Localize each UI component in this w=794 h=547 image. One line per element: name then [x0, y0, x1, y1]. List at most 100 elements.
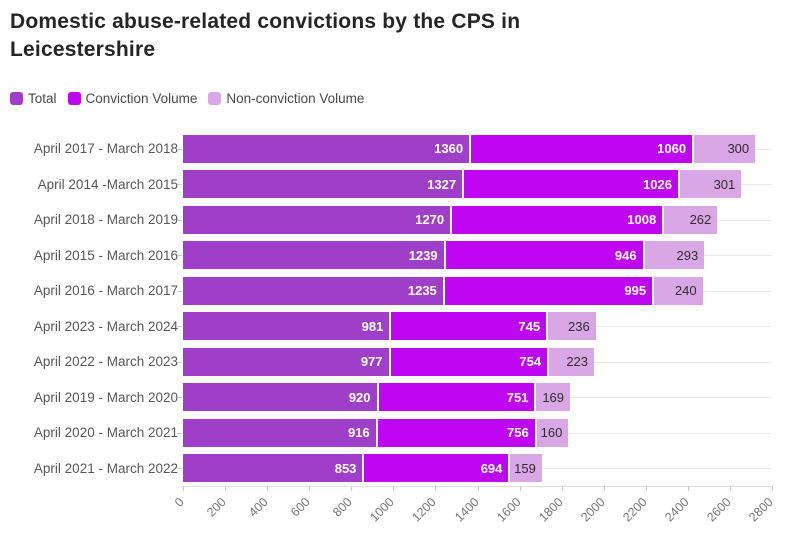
stacked-bar: 853 694 159 — [183, 454, 542, 482]
category-label: April 2018 - March 2019 — [33, 212, 178, 227]
x-axis-tick — [435, 486, 437, 491]
bar-segment: 1026 — [462, 170, 678, 198]
x-axis-tick — [267, 486, 269, 491]
value-label: 169 — [542, 389, 565, 405]
bar-segment: 694 — [362, 454, 509, 482]
bar-row: 1239 946 293 — [177, 238, 772, 274]
value-label: 262 — [689, 212, 712, 227]
category-tick — [177, 397, 182, 399]
category-axis: April 2017 - March 2018 April 2014 -March… — [0, 131, 178, 486]
plot-area: 1360 1060 300 1327 1026 301 1270 1008 262 1239 946… — [172, 131, 776, 524]
bar-row: 1327 1026 301 — [177, 167, 772, 203]
value-label: 1008 — [627, 212, 657, 227]
value-label: 1239 — [408, 247, 438, 263]
stacked-bar: 1235 995 240 — [183, 276, 703, 305]
bar-row: 981 745 236 — [177, 309, 772, 345]
bar-segment: 160 — [534, 418, 569, 447]
bar-segment: 159 — [508, 454, 542, 482]
x-axis-tick — [729, 486, 731, 491]
legend-swatch-icon — [208, 92, 222, 105]
value-label: 223 — [566, 354, 589, 369]
bar-segment: 223 — [547, 347, 595, 376]
legend-item-3: Non-conviction Volume — [208, 91, 364, 106]
bar-row: 916 756 160 — [177, 415, 772, 451]
bar-segment: 262 — [662, 205, 718, 234]
value-label: 754 — [519, 354, 542, 369]
bar-segment: 756 — [375, 418, 535, 447]
value-label: 977 — [360, 354, 383, 369]
value-label: 981 — [361, 318, 384, 334]
value-label: 159 — [514, 460, 536, 476]
category-tick — [177, 184, 182, 186]
x-axis-tick — [603, 486, 605, 491]
bar-row: 1360 1060 300 — [177, 131, 772, 167]
category-label: April 2023 - March 2024 — [33, 318, 178, 334]
category-label: April 2021 - March 2022 — [33, 460, 178, 476]
x-axis-tick — [351, 486, 353, 491]
value-label: 756 — [506, 425, 529, 440]
bar-segment: 995 — [442, 276, 653, 305]
category-tick — [177, 290, 182, 292]
bar-segment: 169 — [534, 383, 571, 411]
stacked-bar: 977 754 223 — [183, 347, 595, 376]
stacked-bar: 920 751 169 — [183, 383, 571, 411]
value-label: 745 — [518, 318, 541, 334]
value-label: 240 — [674, 283, 697, 298]
category-tick — [177, 148, 182, 150]
value-label: 236 — [568, 318, 590, 334]
category-tick — [177, 326, 182, 328]
value-label: 1235 — [407, 283, 437, 298]
value-label: 694 — [480, 460, 503, 476]
bar-segment: 1327 — [183, 170, 463, 198]
bar-segment: 1235 — [183, 276, 443, 305]
bar-segment: 236 — [546, 312, 596, 340]
bar-row: 853 694 159 — [177, 451, 772, 487]
x-axis-tick — [477, 486, 479, 491]
bar-row: 1270 1008 262 — [177, 202, 772, 238]
bar-segment: 853 — [183, 454, 363, 482]
legend-item-2: Conviction Volume — [67, 91, 198, 106]
bar-row: 920 751 169 — [177, 380, 772, 416]
category-label: April 2016 - March 2017 — [33, 283, 178, 298]
value-label: 853 — [334, 460, 357, 476]
value-label: 1327 — [427, 176, 457, 192]
bar-segment: 916 — [183, 418, 376, 447]
stacked-bar: 1270 1008 262 — [183, 205, 718, 234]
legend: Total Conviction Volume Non-conviction Vol… — [10, 91, 364, 106]
category-label: April 2015 - March 2016 — [33, 247, 178, 263]
x-axis-tick — [772, 486, 773, 491]
x-axis-tick — [183, 486, 184, 491]
legend-swatch-icon — [67, 92, 81, 105]
bar-row: 1235 995 240 — [177, 273, 772, 309]
category-tick — [177, 361, 182, 363]
value-label: 160 — [540, 425, 563, 440]
bar-segment: 920 — [183, 383, 377, 411]
value-label: 300 — [727, 141, 750, 156]
category-tick — [177, 219, 182, 221]
x-axis-tick — [225, 486, 227, 491]
bar-segment: 1060 — [469, 134, 693, 163]
legend-swatch-icon — [10, 92, 23, 105]
legend-item-1: Total — [10, 91, 57, 106]
legend-label: Non-conviction Volume — [226, 91, 365, 106]
category-label: April 2019 - March 2020 — [33, 389, 178, 405]
legend-label: Conviction Volume — [85, 91, 198, 106]
x-axis-tick — [561, 486, 563, 491]
x-axis-tick — [309, 486, 311, 491]
value-label: 293 — [676, 247, 699, 263]
value-label: 1270 — [415, 212, 445, 227]
bar-segment: 754 — [388, 347, 548, 376]
value-label: 1360 — [434, 141, 464, 156]
bar-segment: 1360 — [183, 134, 470, 163]
category-label: April 2020 - March 2021 — [33, 425, 178, 440]
x-axis-tick — [687, 486, 689, 491]
bar-segment: 240 — [652, 276, 703, 305]
bar-segment: 977 — [183, 347, 389, 376]
bar-segment: 300 — [692, 134, 756, 163]
category-tick — [177, 432, 182, 434]
bar-segment: 946 — [443, 241, 643, 269]
bar-segment: 301 — [677, 170, 742, 198]
chart-title: Domestic abuse-related convictions by th… — [10, 10, 521, 61]
category-label: April 2017 - March 2018 — [33, 141, 178, 156]
value-label: 751 — [506, 389, 529, 405]
